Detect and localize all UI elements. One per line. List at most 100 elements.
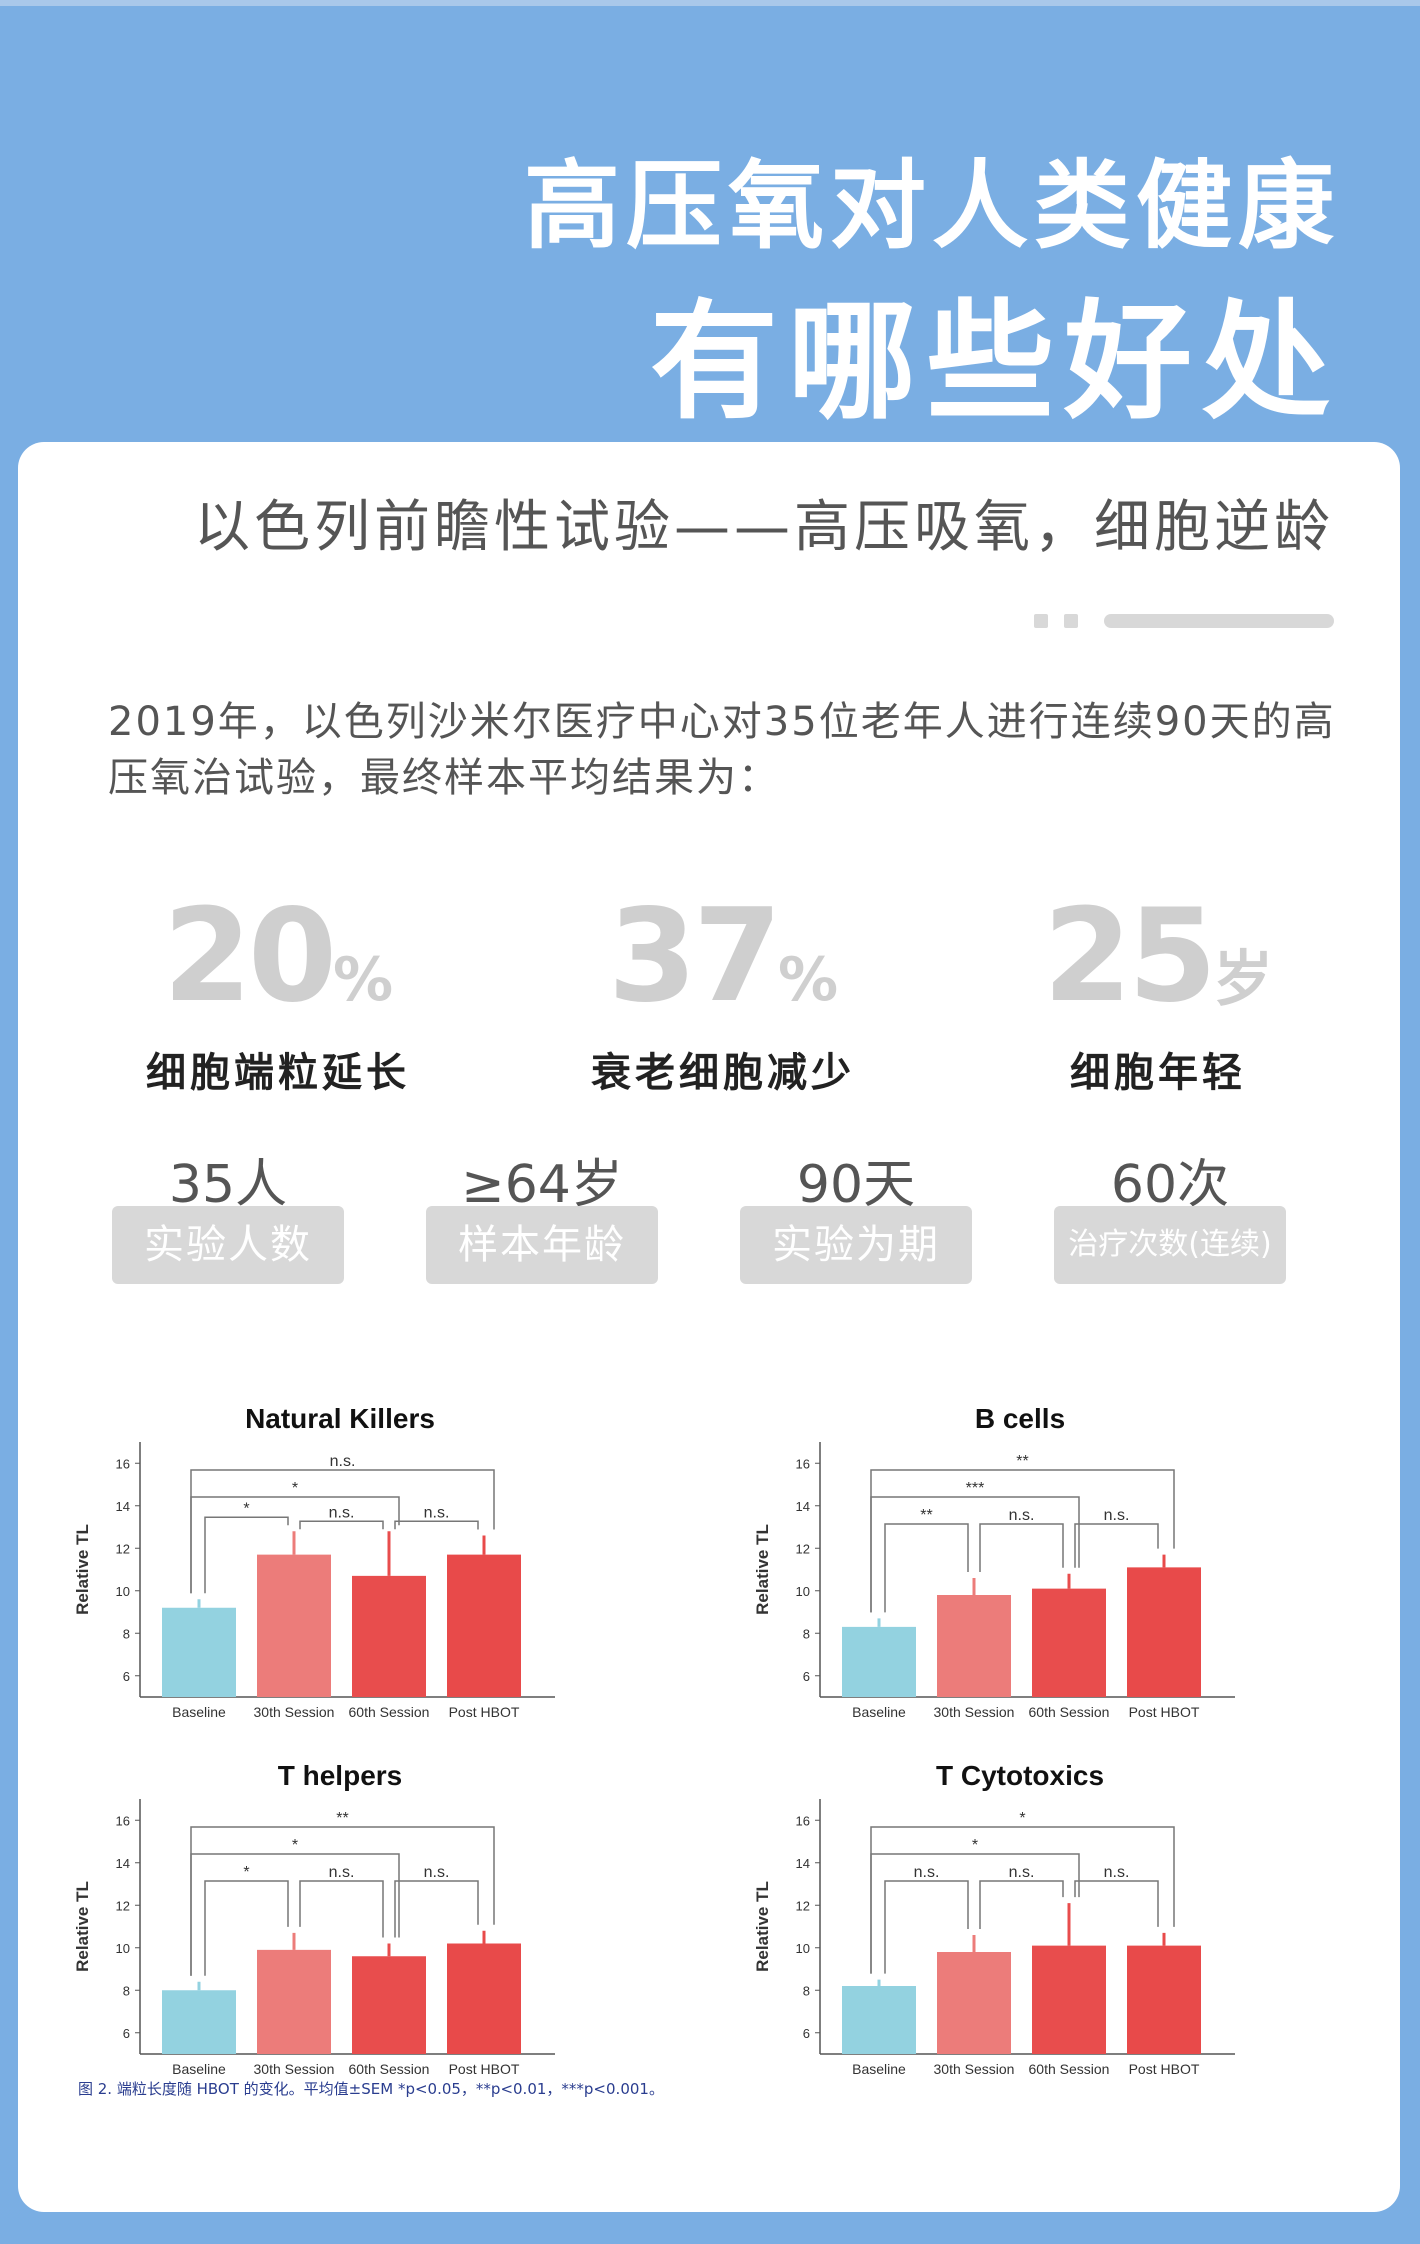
chart-panel: B cells 6 8 10 12 14 16 Relative TL Baseline 30th… [753, 1403, 1235, 1720]
chart-title: T Cytotoxics [936, 1760, 1104, 1791]
significance-label: n.s. [1009, 1507, 1035, 1524]
significance-bracket [299, 1880, 384, 1938]
significance-bracket [299, 1520, 384, 1530]
bar [1127, 1945, 1201, 2054]
divider-bar [1104, 614, 1334, 628]
significance-bracket [1074, 1523, 1159, 1568]
significance-bracket [1074, 1880, 1159, 1927]
significance-label: * [243, 1500, 249, 1517]
significance-label: *** [966, 1480, 985, 1497]
bar [842, 1986, 916, 2054]
significance-bracket [394, 1520, 479, 1530]
x-tick-label: 30th Session [934, 1704, 1015, 1720]
significance-label: * [292, 1480, 298, 1497]
y-axis-label: Relative TL [73, 1881, 92, 1972]
significance-bracket [870, 1496, 1080, 1613]
top-border [0, 0, 1420, 6]
significance-bracket [870, 1853, 1080, 1974]
y-tick-label: 12 [116, 1541, 130, 1556]
y-tick-label: 12 [796, 1898, 810, 1913]
stat-unit: 岁 [1213, 945, 1274, 1015]
significance-label: * [1019, 1810, 1025, 1827]
x-tick-label: 60th Session [349, 1704, 430, 1720]
y-tick-label: 12 [796, 1541, 810, 1556]
significance-label: n.s. [424, 1864, 450, 1881]
stat-unit: % [333, 945, 394, 1015]
x-tick-label: 30th Session [254, 1704, 335, 1720]
stat-younger: 25岁 [1008, 882, 1308, 1031]
stat-label: 细胞端粒延长 [146, 1050, 410, 1096]
y-tick-label: 10 [796, 1941, 810, 1956]
figure-caption: 图 2. 端粒长度随 HBOT 的变化。平均值±SEM *p<0.05，**p<… [78, 2080, 664, 2098]
stat-label: 细胞年轻 [1070, 1050, 1246, 1096]
bar [257, 1554, 331, 1697]
x-tick-label: Baseline [172, 1704, 226, 1720]
bar [257, 1949, 331, 2054]
significance-label: * [243, 1864, 249, 1881]
intro-paragraph: 2019年，以色列沙米尔医疗中心对35位老年人进行连续90天的高压氧治试验，最终… [108, 699, 1336, 801]
y-tick-label: 10 [796, 1584, 810, 1599]
significance-label: n.s. [1009, 1864, 1035, 1881]
chart-panel: T helpers 6 8 10 12 14 16 Relative TL Baseline 30… [73, 1760, 555, 2077]
y-tick-label: 16 [116, 1456, 130, 1471]
significance-bracket [884, 1523, 969, 1613]
significance-label: n.s. [330, 1453, 356, 1470]
y-tick-label: 8 [123, 1626, 130, 1641]
significance-label: n.s. [424, 1504, 450, 1521]
chart-title: T helpers [278, 1760, 402, 1791]
y-tick-label: 6 [123, 2026, 130, 2041]
x-tick-label: 60th Session [1029, 1704, 1110, 1720]
fact-label: 样本年龄 [426, 1206, 658, 1284]
y-tick-label: 8 [803, 1983, 810, 1998]
significance-bracket [394, 1880, 479, 1938]
content-card: 以色列前瞻性试验——高压吸氧，细胞逆龄 2019年，以色列沙米尔医疗中心对35位… [18, 442, 1400, 2212]
page-title-second-line: 有哪些好处 [649, 288, 1340, 437]
significance-label: * [972, 1837, 978, 1854]
bar [1032, 1588, 1106, 1697]
bar [1032, 1945, 1106, 2054]
bar [162, 1990, 236, 2054]
bar [937, 1952, 1011, 2054]
bar [352, 1575, 426, 1697]
y-tick-label: 16 [116, 1813, 130, 1828]
y-axis-label: Relative TL [753, 1524, 772, 1615]
bar [447, 1943, 521, 2054]
chart-panel: Natural Killers 6 8 10 12 14 16 Relative TL Base… [73, 1403, 555, 1720]
stat-value: 37 [607, 882, 782, 1031]
x-tick-label: 30th Session [254, 2061, 335, 2077]
telomere-bar-charts: Natural Killers 6 8 10 12 14 16 Relative TL Base… [73, 1403, 1235, 2098]
fact-value: 60次 [1110, 1155, 1230, 1215]
stat-label: 衰老细胞减少 [591, 1050, 855, 1096]
significance-label: ** [1016, 1453, 1028, 1470]
chart-title: B cells [975, 1403, 1065, 1434]
y-tick-label: 14 [796, 1856, 810, 1871]
bar [842, 1626, 916, 1697]
y-tick-label: 6 [803, 2026, 810, 2041]
fact-label: 治疗次数(连续) [1054, 1206, 1286, 1284]
significance-label: n.s. [329, 1504, 355, 1521]
significance-label: ** [920, 1507, 932, 1524]
x-tick-label: 60th Session [349, 2061, 430, 2077]
significance-label: n.s. [329, 1864, 355, 1881]
bar [937, 1595, 1011, 1697]
stat-value: 20 [162, 882, 337, 1031]
y-tick-label: 12 [116, 1898, 130, 1913]
significance-bracket [884, 1880, 969, 1974]
x-tick-label: 30th Session [934, 2061, 1015, 2077]
stat-telomere: 20% [128, 882, 428, 1031]
divider-dot [1064, 614, 1078, 628]
chart-panel: T Cytotoxics 6 8 10 12 14 16 Relative TL Baselin… [753, 1760, 1235, 2077]
y-tick-label: 14 [116, 1499, 130, 1514]
significance-bracket [979, 1880, 1064, 1929]
stat-senescent: 37% [573, 882, 873, 1031]
significance-bracket [204, 1880, 289, 1976]
fact-label: 实验人数 [112, 1206, 344, 1284]
bar [447, 1554, 521, 1697]
divider-dot [1034, 614, 1048, 628]
bar [162, 1607, 236, 1697]
section-subtitle: 以色列前瞻性试验——高压吸氧，细胞逆龄 [194, 495, 1334, 560]
x-tick-label: Baseline [172, 2061, 226, 2077]
y-tick-label: 8 [803, 1626, 810, 1641]
significance-label: n.s. [1104, 1507, 1130, 1524]
y-tick-label: 8 [123, 1983, 130, 1998]
